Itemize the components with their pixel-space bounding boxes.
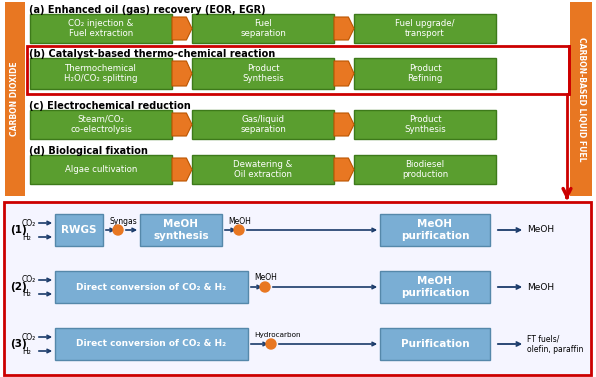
Bar: [380, 271, 490, 303]
Bar: [140, 214, 222, 246]
Polygon shape: [334, 158, 354, 181]
Polygon shape: [172, 158, 192, 181]
Bar: [27, 46, 569, 94]
Text: RWGS: RWGS: [61, 225, 97, 235]
Bar: [192, 110, 334, 139]
Text: CO₂: CO₂: [22, 333, 36, 342]
Text: MeOH
purification: MeOH purification: [401, 219, 469, 241]
Bar: [55, 328, 248, 360]
Text: (1): (1): [10, 225, 27, 235]
Polygon shape: [172, 113, 192, 136]
Bar: [30, 14, 172, 43]
Text: Direct conversion of CO₂ & H₂: Direct conversion of CO₂ & H₂: [76, 282, 226, 291]
Text: Dewatering &
Oil extraction: Dewatering & Oil extraction: [234, 160, 293, 179]
Text: Product
Synthesis: Product Synthesis: [242, 64, 284, 83]
Bar: [55, 214, 103, 246]
Text: Biodiesel
production: Biodiesel production: [402, 160, 448, 179]
Polygon shape: [334, 61, 354, 86]
Bar: [354, 58, 496, 89]
Text: (2): (2): [10, 282, 27, 292]
Text: MeOH
purification: MeOH purification: [401, 276, 469, 298]
Text: MeOH: MeOH: [527, 225, 554, 234]
Text: H₂: H₂: [22, 346, 31, 356]
Text: Product
Synthesis: Product Synthesis: [404, 115, 446, 134]
Text: Syngas: Syngas: [109, 216, 136, 225]
Text: MeOH
synthesis: MeOH synthesis: [153, 219, 209, 241]
Text: CO₂: CO₂: [22, 276, 36, 285]
Polygon shape: [172, 17, 192, 40]
Bar: [30, 58, 172, 89]
Text: Steam/CO₂
co-electrolysis: Steam/CO₂ co-electrolysis: [70, 115, 132, 134]
Circle shape: [113, 225, 123, 235]
Text: Fuel upgrade/
transport: Fuel upgrade/ transport: [395, 19, 455, 38]
Bar: [354, 14, 496, 43]
Text: MeOH: MeOH: [527, 282, 554, 291]
Text: Thermochemical
H₂O/CO₂ splitting: Thermochemical H₂O/CO₂ splitting: [64, 64, 138, 83]
Text: CARBON DIOXIDE: CARBON DIOXIDE: [11, 62, 20, 136]
Text: FT fuels/
olefin, paraffin: FT fuels/ olefin, paraffin: [527, 334, 583, 354]
Text: H₂: H₂: [22, 233, 31, 242]
Text: CO₂ injection &
Fuel extraction: CO₂ injection & Fuel extraction: [69, 19, 134, 38]
Circle shape: [260, 282, 270, 292]
Text: MeOH: MeOH: [228, 216, 251, 225]
Circle shape: [266, 339, 276, 349]
Bar: [354, 110, 496, 139]
Text: Product
Refining: Product Refining: [407, 64, 443, 83]
Bar: [5, 2, 25, 196]
Text: Fuel
separation: Fuel separation: [240, 19, 286, 38]
Text: (a) Enhanced oil (gas) recovery (EOR, EGR): (a) Enhanced oil (gas) recovery (EOR, EG…: [29, 5, 266, 15]
Text: (d) Biological fixation: (d) Biological fixation: [29, 146, 148, 156]
Bar: [570, 2, 592, 196]
Polygon shape: [334, 113, 354, 136]
Polygon shape: [334, 17, 354, 40]
Bar: [192, 155, 334, 184]
Bar: [4, 202, 591, 375]
Bar: [380, 328, 490, 360]
Text: Algae cultivation: Algae cultivation: [65, 165, 137, 174]
Text: MeOH: MeOH: [254, 273, 277, 282]
Text: Direct conversion of CO₂ & H₂: Direct conversion of CO₂ & H₂: [76, 340, 226, 348]
Text: CO₂: CO₂: [22, 219, 36, 227]
Bar: [30, 155, 172, 184]
Bar: [55, 271, 248, 303]
Bar: [354, 155, 496, 184]
Text: Hydrocarbon: Hydrocarbon: [254, 332, 300, 338]
Text: H₂: H₂: [22, 290, 31, 299]
Polygon shape: [172, 61, 192, 86]
Circle shape: [234, 225, 244, 235]
Bar: [30, 110, 172, 139]
Text: CARBON-BASED LIQUID FUEL: CARBON-BASED LIQUID FUEL: [576, 37, 585, 161]
Text: Gas/liquid
separation: Gas/liquid separation: [240, 115, 286, 134]
Text: (3): (3): [10, 339, 27, 349]
Text: (b) Catalyst-based thermo-chemical reaction: (b) Catalyst-based thermo-chemical react…: [29, 49, 275, 59]
Bar: [192, 14, 334, 43]
Bar: [380, 214, 490, 246]
Bar: [192, 58, 334, 89]
Text: Purification: Purification: [401, 339, 469, 349]
Text: (c) Electrochemical reduction: (c) Electrochemical reduction: [29, 101, 191, 111]
